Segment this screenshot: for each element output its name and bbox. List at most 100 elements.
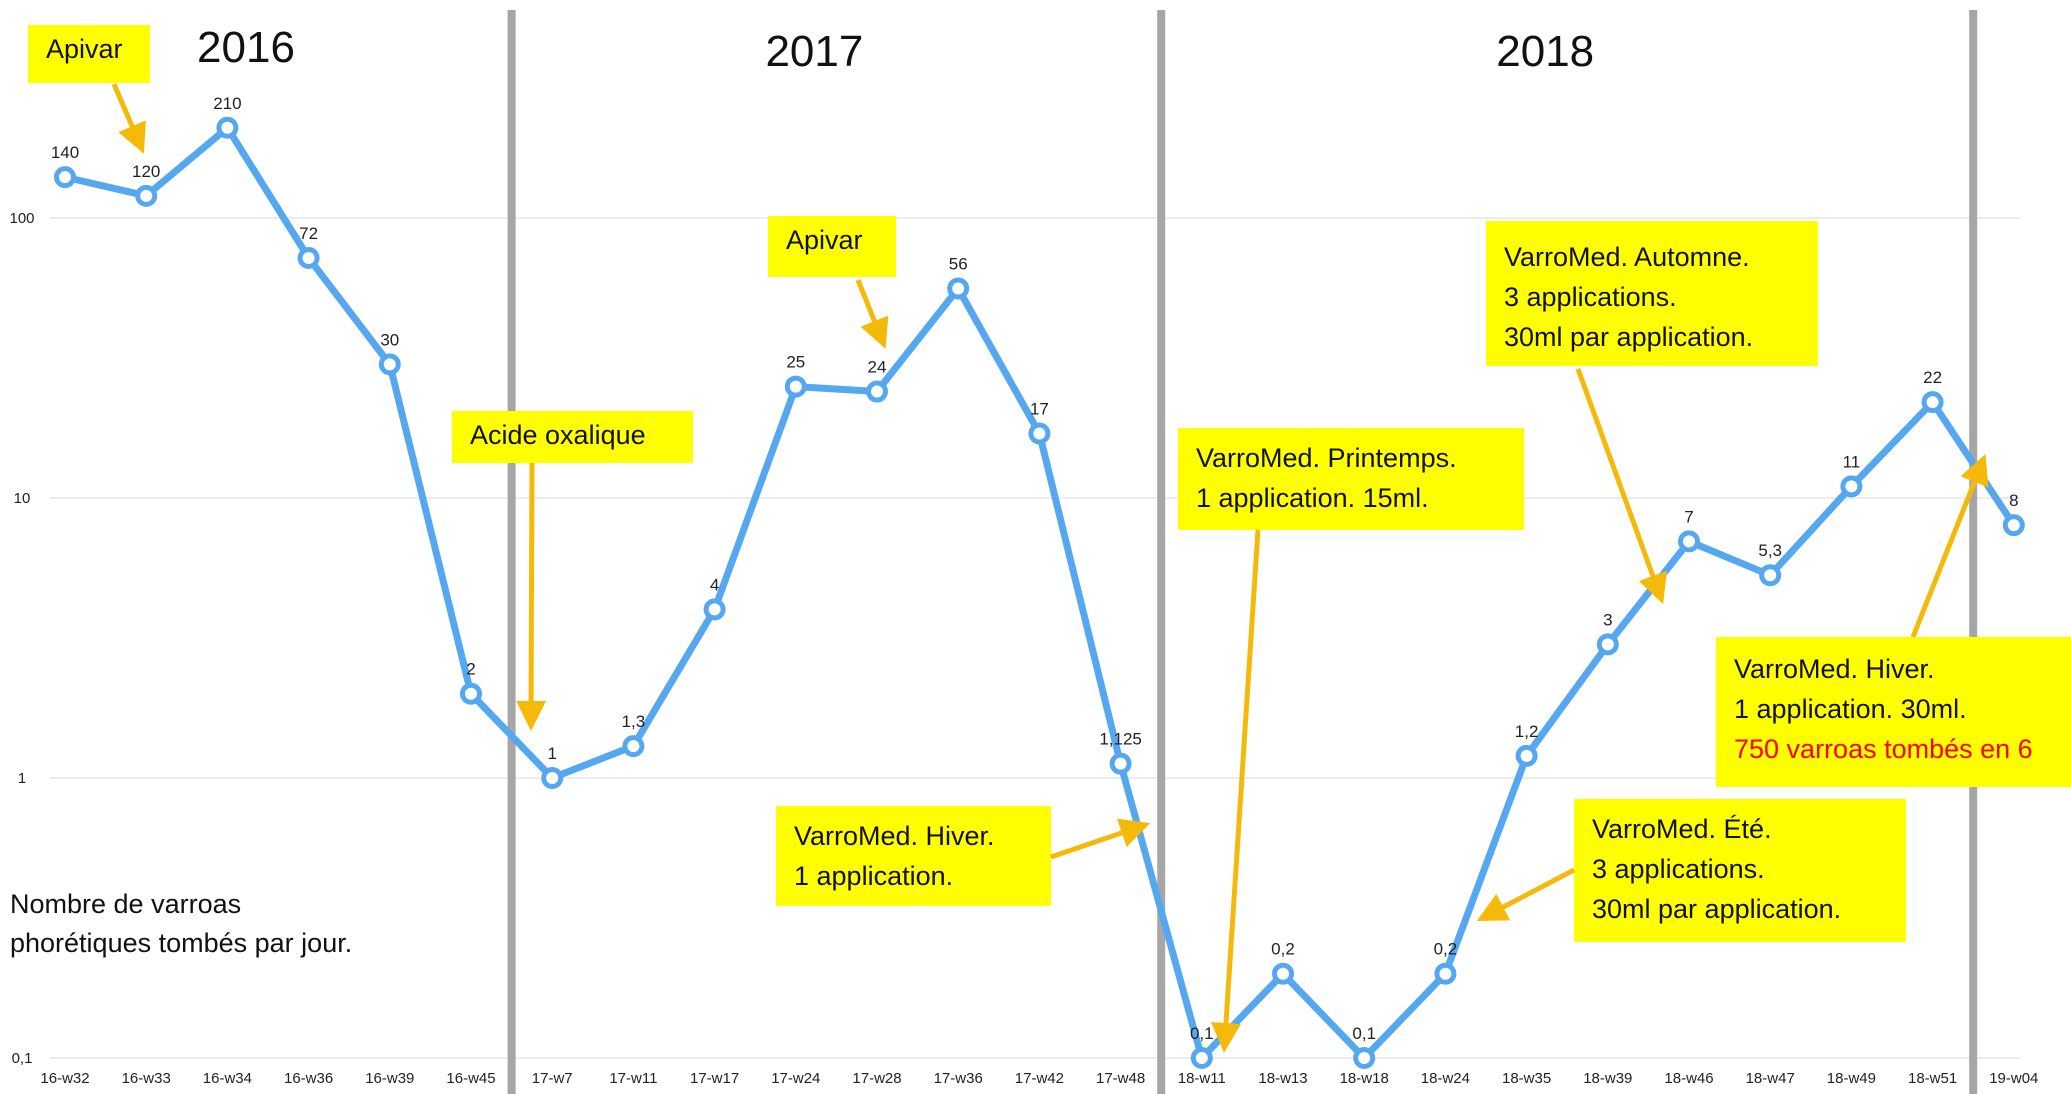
x-tick-label: 16-w39 — [365, 1070, 414, 1087]
x-axis: 16-w32 16-w33 16-w34 16-w36 16-w39 16-w45 17-w… — [40, 1070, 2038, 1087]
x-tick-label: 17-w42 — [1015, 1070, 1064, 1087]
x-tick-label: 16-w45 — [446, 1070, 495, 1087]
x-tick-label: 18-w51 — [1908, 1070, 1957, 1087]
annotation-text: VarroMed. Automne. — [1504, 242, 1750, 272]
data-label: 24 — [868, 358, 887, 377]
year-label: 2018 — [1496, 27, 1594, 76]
y-axis: 0,1 1 10 100 — [9, 210, 34, 1067]
data-label: 17 — [1030, 399, 1049, 418]
x-tick-label: 17-w36 — [934, 1070, 983, 1087]
data-label: 1,3 — [622, 712, 646, 731]
data-label: 1,125 — [1099, 730, 1142, 749]
data-label: 72 — [299, 224, 318, 243]
annotation-text: 30ml par application. — [1592, 894, 1842, 924]
data-point — [1596, 633, 1619, 656]
x-tick-label: 18-w18 — [1340, 1070, 1389, 1087]
data-point — [378, 353, 401, 376]
data-point — [135, 184, 158, 207]
annotation-text: 1 application. 15ml. — [1196, 483, 1429, 513]
data-point — [1678, 530, 1700, 553]
data-point — [1353, 1047, 1376, 1069]
data-point — [947, 277, 970, 300]
data-label: 56 — [949, 255, 968, 274]
x-tick-label: 17-w48 — [1096, 1070, 1145, 1087]
annotation-text: Apivar — [46, 34, 123, 64]
annotation-text: VarroMed. Hiver. — [1734, 654, 1935, 684]
grid-lines — [50, 217, 2020, 1059]
data-label: 1,2 — [1515, 722, 1539, 741]
x-tick-label: 17-w11 — [609, 1070, 657, 1087]
annotation-varromed-automne: VarroMed. Automne. 3 applications. 30ml … — [1486, 221, 1818, 366]
x-tick-label: 18-w35 — [1502, 1070, 1551, 1087]
x-tick-label: 17-w24 — [771, 1070, 820, 1087]
annotation-text: VarroMed. Hiver. — [794, 821, 995, 851]
x-tick-label: 16-w33 — [122, 1070, 171, 1087]
annotation-text: Acide oxalique — [470, 420, 646, 450]
annotation-text: 3 applications. — [1592, 854, 1765, 884]
data-label: 0,1 — [1352, 1024, 1376, 1043]
data-label: 11 — [1843, 452, 1861, 471]
annotation-varromed-ete: VarroMed. Été. 3 applications. 30ml par … — [1574, 799, 1906, 942]
x-tick-label: 18-w11 — [1178, 1070, 1226, 1087]
data-point — [1434, 962, 1457, 985]
data-point — [1840, 475, 1863, 498]
caption-line: Nombre de varroas — [10, 889, 242, 919]
x-tick-label: 19-w04 — [1989, 1070, 2038, 1087]
data-label: 5,3 — [1758, 541, 1782, 560]
x-tick-label: 17-w17 — [690, 1070, 739, 1087]
data-label: 3 — [1603, 610, 1612, 629]
data-label: 140 — [51, 143, 79, 162]
annotation-text: Apivar — [786, 225, 863, 255]
x-tick-label: 18-w39 — [1583, 1070, 1632, 1087]
data-points — [54, 116, 2025, 1069]
data-label: 210 — [213, 94, 241, 113]
x-tick-label: 18-w47 — [1746, 1070, 1795, 1087]
data-point — [297, 246, 320, 269]
annotation-text: 30ml par application. — [1504, 322, 1754, 352]
y-tick-label: 100 — [9, 210, 34, 227]
data-point — [1190, 1047, 1213, 1069]
x-tick-label: 17-w28 — [852, 1070, 901, 1087]
data-point — [460, 682, 482, 705]
x-tick-label: 17-w7 — [532, 1070, 573, 1087]
annotation-text: VarroMed. Printemps. — [1196, 443, 1457, 473]
annotation-varromed-printemps: VarroMed. Printemps. 1 application. 15ml… — [1178, 428, 1524, 530]
annotation-acide-oxalique: Acide oxalique — [452, 411, 693, 463]
data-point — [216, 116, 239, 139]
caption-line: phorétiques tombés par jour. — [10, 928, 353, 958]
y-tick-label: 0,1 — [12, 1050, 33, 1067]
year-labels: 2016 2017 2018 — [197, 23, 1594, 76]
data-label: 22 — [1923, 368, 1942, 387]
data-label: 0,2 — [1434, 940, 1458, 959]
x-tick-label: 16-w36 — [284, 1070, 333, 1087]
data-label: 7 — [1684, 507, 1693, 526]
data-point — [541, 767, 564, 789]
year-label: 2017 — [765, 27, 863, 76]
x-tick-label: 18-w24 — [1421, 1070, 1470, 1087]
data-point — [703, 598, 726, 621]
data-point — [1272, 962, 1294, 985]
annotation-text: VarroMed. Été. — [1592, 814, 1772, 844]
annotation-text: 1 application. — [794, 861, 954, 891]
data-label: 4 — [710, 575, 719, 594]
y-tick-label: 10 — [14, 490, 31, 507]
year-label: 2016 — [197, 23, 295, 72]
data-label: 0,1 — [1190, 1024, 1214, 1043]
caption: Nombre de varroas phorétiques tombés par… — [10, 885, 352, 963]
data-label: 2 — [466, 660, 475, 679]
data-label: 30 — [380, 330, 399, 349]
data-label: 1 — [547, 744, 556, 763]
x-tick-label: 18-w49 — [1827, 1070, 1876, 1087]
y-tick-label: 1 — [18, 770, 26, 787]
data-labels: 140 120 210 72 30 2 1 1,3 4 25 24 56 17 1,125 0,1 0,2 0,… — [51, 94, 2019, 1043]
data-label: 8 — [2009, 491, 2018, 510]
x-tick-label: 18-w46 — [1664, 1070, 1713, 1087]
data-point — [784, 375, 807, 398]
data-point — [866, 380, 888, 403]
x-tick-label: 16-w34 — [203, 1070, 252, 1087]
annotation-apivar-2016: Apivar — [28, 25, 150, 83]
data-label: 120 — [132, 162, 160, 181]
x-tick-label: 16-w32 — [40, 1070, 89, 1087]
annotation-varromed-hiver-2018: VarroMed. Hiver. 1 application. 30ml. 75… — [1716, 637, 2071, 787]
